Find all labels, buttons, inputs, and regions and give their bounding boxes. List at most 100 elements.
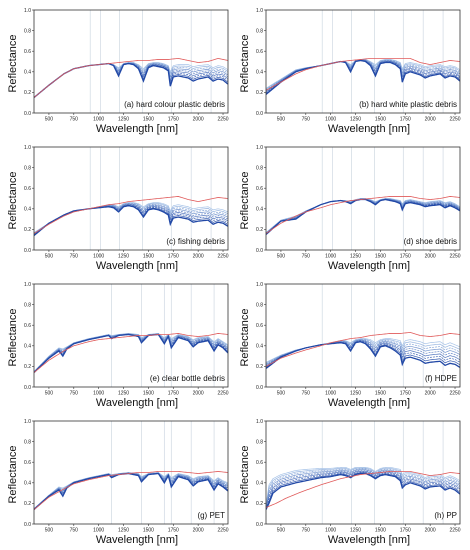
spectrum-line (266, 467, 460, 506)
spectrum-line (34, 62, 228, 98)
x-tick-label: 1250 (350, 117, 361, 123)
x-tick-label: 500 (45, 528, 54, 534)
y-tick-label: 0.0 (256, 522, 263, 528)
spectra-group (34, 196, 228, 237)
spectrum-line (34, 62, 228, 98)
y-tick-label: 0.2 (24, 227, 31, 233)
y-tick-label: 0.6 (24, 49, 31, 55)
plot-frame (265, 420, 461, 525)
y-tick-label: 0.8 (24, 165, 31, 171)
y-tick-label: 0.0 (256, 385, 263, 391)
y-tick-label: 0.6 (256, 323, 263, 329)
y-tick-label: 0.8 (256, 165, 263, 171)
y-tick-label: 0.4 (256, 207, 263, 213)
x-axis-title: Wavelength [nm] (328, 397, 410, 409)
spectra-group (266, 467, 460, 510)
reference-spectrum-line (34, 471, 228, 510)
x-tick-label: 2250 (217, 528, 228, 534)
y-tick-label: 0.4 (24, 481, 31, 487)
spectrum-line (266, 59, 460, 94)
spectrum-line (34, 62, 228, 98)
x-tick-label: 500 (277, 254, 286, 260)
x-tick-label: 2000 (425, 391, 436, 397)
x-axis-title: Wavelength [nm] (328, 123, 410, 135)
x-tick-label: 1500 (143, 528, 154, 534)
panel-2: 0.0 0.2 0.4 0.6 0.8 1.0 500 750 1000 1250 1500 1750… (239, 8, 461, 135)
y-tick-label: 1.0 (24, 282, 31, 288)
y-axis-title: Reflectance (7, 171, 19, 229)
y-axis-title: Reflectance (239, 445, 251, 503)
spectra-group (34, 57, 228, 99)
y-tick-label: 0.4 (256, 70, 263, 76)
spectrum-line (34, 62, 228, 98)
y-tick-label: 0.4 (24, 207, 31, 213)
x-tick-label: 1500 (143, 391, 154, 397)
x-tick-label: 1500 (143, 117, 154, 123)
y-tick-label: 1.0 (256, 419, 263, 425)
y-tick-label: 0.2 (24, 364, 31, 370)
panel-1: 0.0 0.2 0.4 0.6 0.8 1.0 500 750 1000 1250 1500 1750… (7, 8, 229, 135)
spectrum-line (266, 339, 460, 365)
panel-5: 0.0 0.2 0.4 0.6 0.8 1.0 500 750 1000 1250 1500 1750… (7, 282, 229, 409)
x-tick-label: 750 (302, 117, 311, 123)
x-tick-label: 1750 (400, 528, 411, 534)
reference-spectrum-line (266, 196, 460, 234)
plot-frame (265, 283, 461, 388)
x-axis-title: Wavelength [nm] (96, 123, 178, 135)
y-tick-label: 0.2 (24, 501, 31, 507)
x-axis-title: Wavelength [nm] (96, 534, 178, 546)
reference-spectrum-line (34, 196, 228, 234)
x-tick-label: 1250 (350, 254, 361, 260)
panel-8: 0.0 0.2 0.4 0.6 0.8 1.0 500 750 1000 1250 1500 1750… (239, 419, 461, 546)
y-tick-label: 0.4 (24, 344, 31, 350)
spectrum-line (266, 467, 460, 507)
spectrum-line (266, 470, 460, 508)
panel-label: (a) hard colour plastic debris (124, 100, 225, 109)
x-tick-label: 2000 (193, 117, 204, 123)
x-axis-title: Wavelength [nm] (328, 534, 410, 546)
reference-spectrum-line (266, 332, 460, 367)
x-tick-label: 2250 (449, 528, 460, 534)
plot-frame (33, 146, 229, 251)
x-tick-label: 1500 (375, 254, 386, 260)
x-tick-label: 1250 (118, 117, 129, 123)
x-tick-label: 1750 (400, 254, 411, 260)
x-tick-label: 1000 (325, 528, 336, 534)
x-tick-label: 1500 (143, 254, 154, 260)
x-tick-label: 1750 (168, 528, 179, 534)
spectrum-line (266, 469, 460, 508)
y-axis-title: Reflectance (239, 308, 251, 366)
y-tick-label: 0.8 (24, 302, 31, 308)
spectra-group (266, 332, 460, 369)
plot-frame (33, 420, 229, 525)
y-tick-label: 0.0 (24, 522, 31, 528)
x-tick-label: 1500 (375, 391, 386, 397)
y-axis-title: Reflectance (239, 171, 251, 229)
y-axis-title: Reflectance (239, 34, 251, 92)
y-tick-label: 0.6 (24, 186, 31, 192)
x-tick-label: 2250 (449, 254, 460, 260)
y-tick-label: 0.2 (256, 364, 263, 370)
spectrum-line (266, 59, 460, 95)
x-tick-label: 750 (302, 254, 311, 260)
spectrum-line (266, 472, 460, 510)
spectrum-line (34, 62, 228, 98)
y-tick-label: 1.0 (24, 8, 31, 14)
y-tick-label: 0.2 (256, 90, 263, 96)
x-tick-label: 2250 (449, 117, 460, 123)
y-tick-label: 0.8 (24, 28, 31, 34)
x-tick-label: 1250 (350, 391, 361, 397)
y-tick-label: 0.6 (256, 186, 263, 192)
y-axis-title: Reflectance (7, 34, 19, 92)
x-tick-label: 500 (45, 391, 54, 397)
panel-label: (b) hard white plastic debris (359, 100, 457, 109)
x-tick-label: 1500 (375, 117, 386, 123)
y-tick-label: 0.8 (256, 302, 263, 308)
x-tick-label: 2250 (449, 391, 460, 397)
y-tick-label: 0.0 (24, 385, 31, 391)
spectra-group (266, 196, 460, 236)
spectra-group (34, 471, 228, 511)
x-tick-label: 2250 (217, 117, 228, 123)
spectrum-line (34, 205, 228, 237)
